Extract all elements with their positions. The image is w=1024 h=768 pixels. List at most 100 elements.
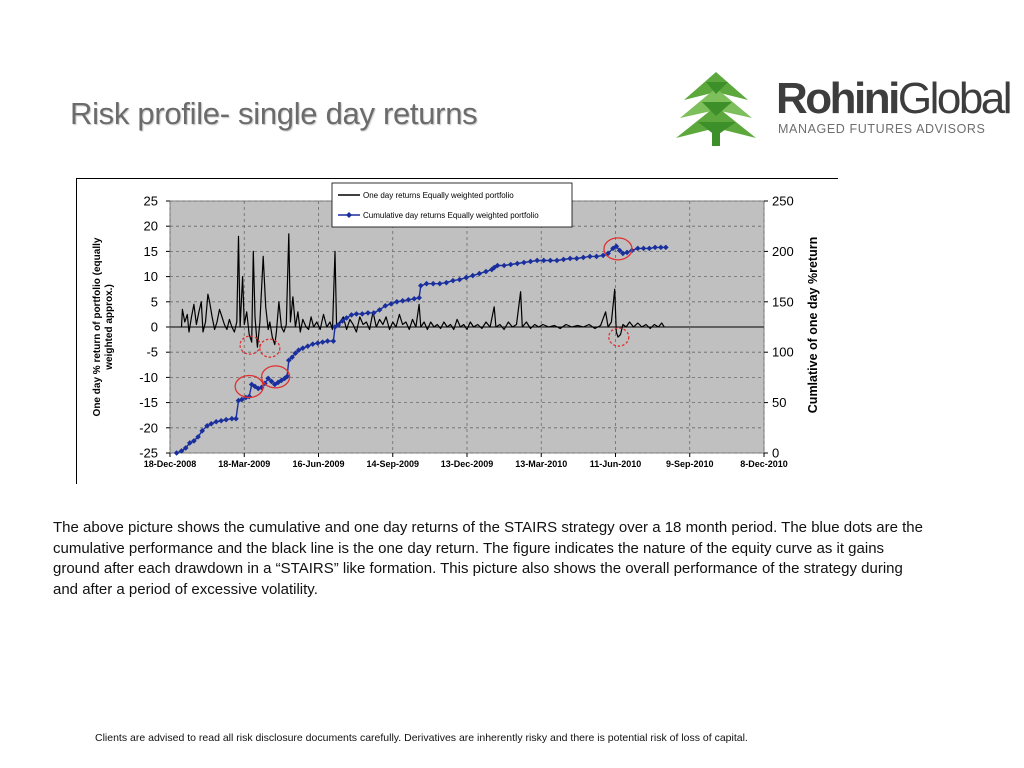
cumulative-point — [173, 450, 180, 456]
cumulative-point — [600, 252, 606, 259]
y-tick-label: 10 — [144, 269, 158, 284]
cumulative-point — [335, 322, 342, 328]
cumulative-point — [613, 243, 620, 250]
cumulative-point — [281, 375, 288, 382]
cumulative-point — [416, 294, 422, 301]
cumulative-point — [314, 340, 321, 346]
x-tick-label: 16-Jun-2009 — [292, 459, 344, 469]
y2-tick-label: 100 — [772, 345, 794, 360]
cumulative-point — [292, 350, 299, 357]
y2-tick-label: 200 — [772, 244, 794, 259]
logo-word-bold: Rohini — [776, 74, 900, 123]
cumulative-point — [339, 318, 346, 324]
chart-description: The above picture shows the cumulative a… — [53, 519, 923, 598]
cumulative-point — [587, 253, 593, 260]
cumulative-point — [514, 260, 521, 267]
y2-tick-label: 150 — [772, 294, 794, 309]
cumulative-point — [348, 312, 355, 318]
cumulative-point — [223, 416, 229, 423]
y2-tick-label: 50 — [772, 395, 786, 410]
cumulative-point — [218, 417, 224, 424]
y-tick-label: 15 — [144, 244, 158, 259]
y-tick-label: 25 — [144, 194, 158, 209]
highlight-ellipse-dashed — [259, 338, 281, 358]
cumulative-point — [286, 357, 292, 364]
cumulative-point — [640, 245, 647, 252]
cumulative-point — [252, 383, 258, 390]
y-tick-label: 20 — [144, 219, 158, 234]
cumulative-point — [258, 384, 265, 391]
highlight-ellipse — [603, 237, 633, 261]
cumulative-point — [580, 254, 587, 261]
cumulative-point — [456, 276, 463, 283]
cumulative-point — [229, 415, 235, 422]
cumulative-point — [300, 345, 306, 351]
cumulative-point — [271, 381, 278, 388]
cumulative-point — [304, 343, 311, 349]
x-tick-label: 14-Sep-2009 — [366, 459, 419, 469]
cumulative-point — [330, 338, 337, 344]
y-tick-label: 0 — [151, 320, 158, 335]
cumulative-point — [399, 297, 406, 304]
cumulative-point — [365, 310, 371, 316]
cumulative-point — [235, 397, 242, 404]
x-tick-label: 11-Jun-2010 — [590, 459, 642, 469]
highlight-ellipse — [234, 374, 264, 399]
cumulative-point — [382, 303, 389, 309]
cumulative-point — [289, 354, 295, 361]
logo-tagline: MANAGED FUTURES ADVISORS — [778, 122, 986, 136]
logo-wordmark: RohiniGlobal — [776, 74, 1013, 124]
cumulative-point — [547, 257, 554, 264]
cumulative-point — [554, 257, 560, 264]
cumulative-point — [309, 341, 316, 347]
x-tick-label: 13-Dec-2009 — [441, 459, 494, 469]
logo-word-light: Global — [897, 74, 1013, 123]
series-line-one-day-returns — [180, 233, 665, 348]
cumulative-point — [359, 311, 366, 317]
y2-tick-label: 250 — [772, 194, 794, 209]
cumulative-point — [208, 420, 215, 427]
cumulative-point — [233, 415, 239, 422]
cumulative-point — [646, 245, 653, 252]
y-axis-label-line: One day % return of portfolio (equally — [92, 237, 103, 416]
y-axis-label-line: weighted approx.) — [104, 284, 115, 371]
cumulative-point — [430, 280, 436, 287]
x-tick-label: 9-Sep-2010 — [666, 459, 714, 469]
cumulative-point — [658, 244, 664, 251]
y-tick-label: 5 — [151, 294, 158, 309]
cumulative-point — [620, 250, 626, 257]
cumulative-point — [521, 259, 527, 266]
y-tick-label: -10 — [139, 370, 158, 385]
cumulative-point — [423, 280, 430, 287]
cumulative-point — [376, 307, 383, 313]
cumulative-point — [573, 255, 580, 262]
cumulative-point — [436, 280, 443, 287]
highlight-ellipse — [260, 365, 291, 389]
y-tick-label: -15 — [139, 395, 158, 410]
cumulative-point — [405, 296, 412, 303]
cumulative-point — [663, 244, 669, 251]
cumulative-point — [593, 253, 600, 260]
cumulative-point — [238, 396, 245, 403]
cumulative-point — [634, 245, 641, 252]
y2-tick-label: 0 — [772, 446, 779, 461]
legend-box — [331, 182, 573, 228]
x-tick-label: 8-Dec-2010 — [740, 459, 788, 469]
cumulative-point — [284, 373, 290, 380]
cumulative-point — [353, 311, 360, 317]
cumulative-point — [204, 422, 210, 429]
legend-marker-cumulative — [346, 212, 352, 218]
cumulative-point — [268, 378, 275, 385]
cumulative-point — [483, 268, 489, 275]
company-logo: RohiniGlobal MANAGED FUTURES ADVISORS — [676, 70, 1013, 150]
x-tick-label: 18-Dec-2008 — [144, 459, 197, 469]
tree-logo-icon — [676, 72, 756, 146]
cumulative-point — [501, 262, 507, 269]
cumulative-point — [411, 295, 417, 302]
cumulative-point — [295, 347, 302, 353]
legend-label-cumulative: Cumulative day returns Equally weighted … — [363, 211, 539, 220]
y-axis-label: One day % return of portfolio (equallywe… — [92, 237, 115, 416]
x-tick-label: 18-Mar-2009 — [218, 459, 270, 469]
cumulative-point — [370, 310, 377, 316]
